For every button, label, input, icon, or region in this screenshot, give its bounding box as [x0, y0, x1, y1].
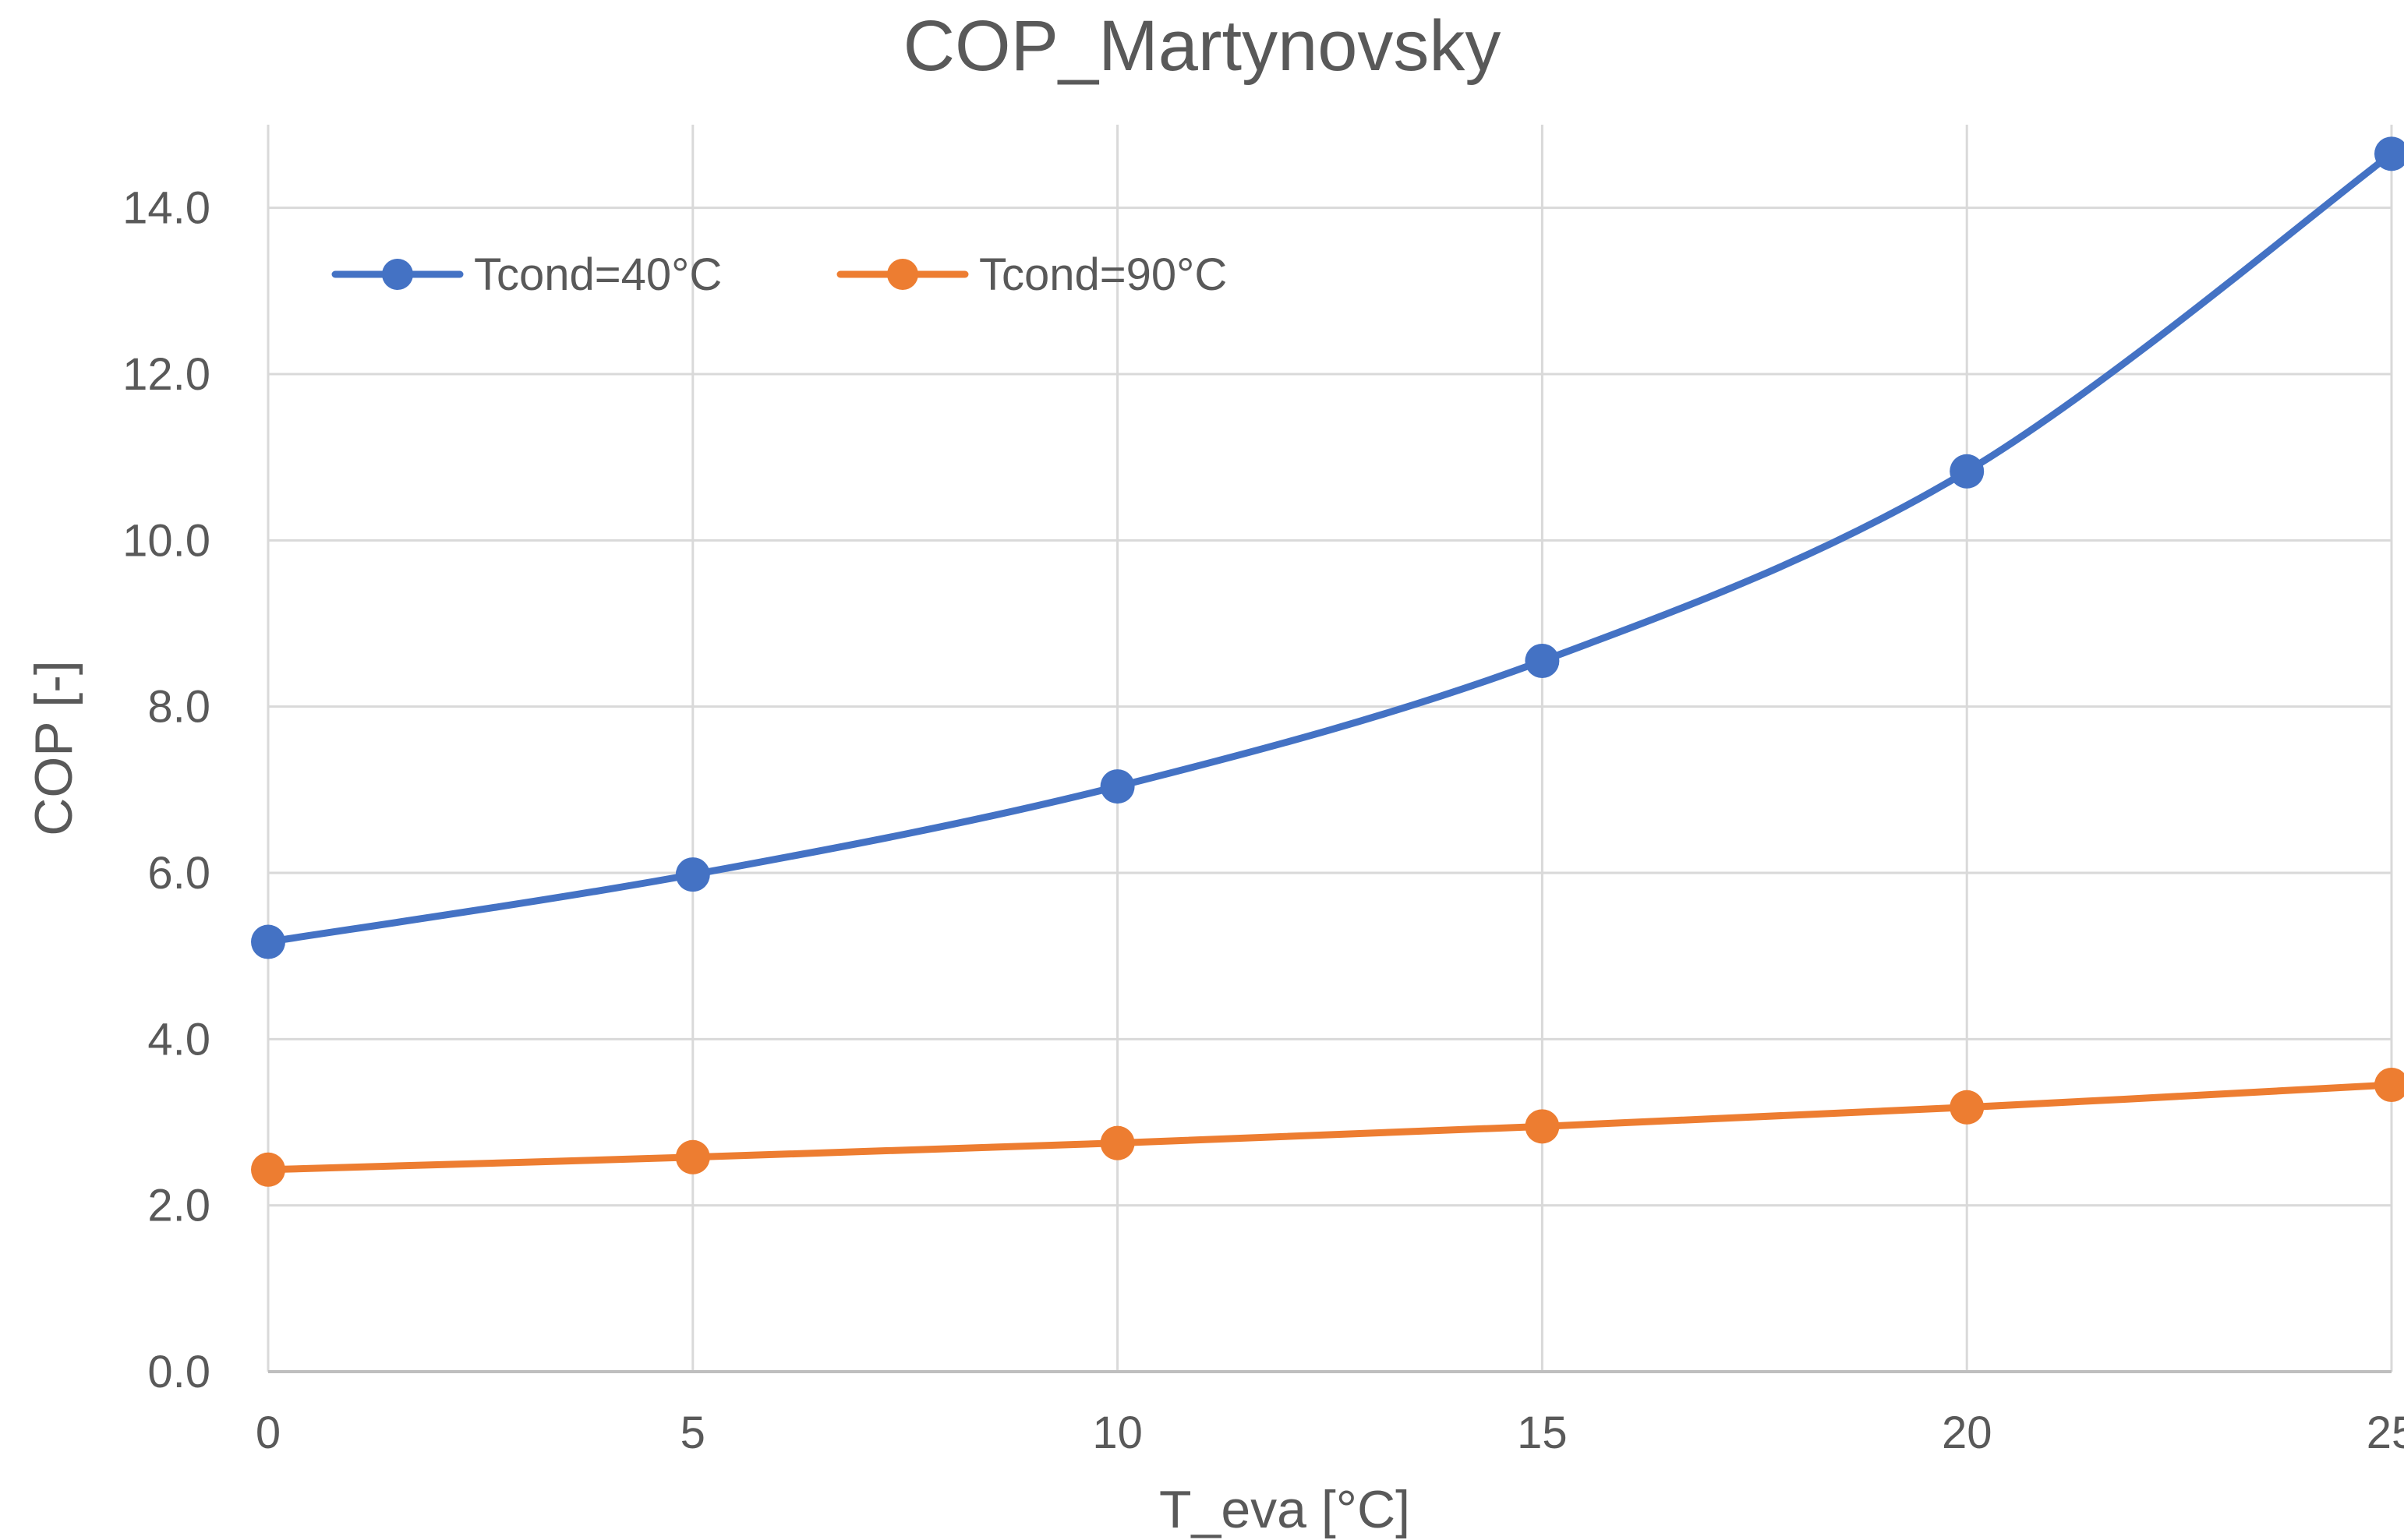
- y-tick-label: 6.0: [147, 848, 210, 899]
- x-tick-label: 25: [2367, 1408, 2404, 1458]
- data-point: [2374, 1068, 2404, 1102]
- data-point: [1100, 769, 1135, 804]
- x-tick-labels: 0 5 10 15 20 25: [256, 1408, 2404, 1458]
- data-point: [251, 1152, 285, 1187]
- x-tick-label: 20: [1942, 1408, 1992, 1458]
- data-point: [1525, 644, 1560, 678]
- series-tcond-90: [251, 1068, 2404, 1187]
- series-tcond-40: [251, 136, 2404, 959]
- legend-marker-tcond-40: [382, 259, 413, 290]
- legend-item-tcond-40: Tcond=40°C: [331, 249, 722, 300]
- y-tick-labels: 0.0 2.0 4.0 6.0 8.0 10.0 12.0 14.0: [122, 183, 210, 1397]
- legend: Tcond=40°C Tcond=90°C: [331, 249, 1227, 300]
- y-axis-title: COP [-]: [24, 660, 83, 835]
- legend-label-tcond-40: Tcond=40°C: [474, 249, 722, 300]
- x-tick-label: 10: [1092, 1408, 1143, 1458]
- data-point: [1950, 1090, 1985, 1125]
- legend-item-tcond-90: Tcond=90°C: [836, 249, 1227, 300]
- x-tick-label: 5: [681, 1408, 705, 1458]
- series-line: [264, 150, 2395, 946]
- data-point: [1525, 1109, 1560, 1144]
- series-group: [251, 136, 2404, 1187]
- y-tick-label: 0.0: [147, 1347, 210, 1397]
- y-tick-label: 4.0: [147, 1014, 210, 1065]
- y-tick-label: 2.0: [147, 1181, 210, 1231]
- legend-label-tcond-90: Tcond=90°C: [979, 249, 1227, 300]
- x-tick-label: 0: [256, 1408, 281, 1458]
- y-tick-label: 14.0: [122, 183, 210, 234]
- data-point: [2374, 136, 2404, 171]
- x-tick-label: 15: [1517, 1408, 1568, 1458]
- data-point: [1950, 454, 1985, 489]
- y-tick-label: 10.0: [122, 515, 210, 566]
- series-line: [264, 1081, 2395, 1174]
- legend-marker-tcond-90: [887, 259, 918, 290]
- data-point: [675, 1139, 710, 1174]
- y-tick-label: 8.0: [147, 682, 210, 733]
- y-tick-label: 12.0: [122, 349, 210, 400]
- chart-title: COP_Martynovsky: [903, 6, 1501, 86]
- grid-lines: [267, 125, 2393, 1372]
- x-axis-title: T_eva [°C]: [1159, 1480, 1410, 1539]
- data-point: [1100, 1125, 1135, 1160]
- data-point: [675, 857, 710, 892]
- data-point: [251, 924, 285, 959]
